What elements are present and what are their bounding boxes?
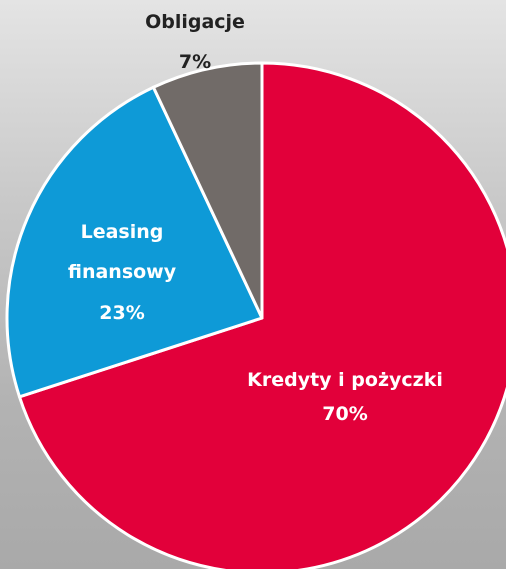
slice-label: Obligacje <box>135 2 255 42</box>
value-label: 7% <box>179 42 211 82</box>
slice-label: Leasing finansowy <box>52 212 192 292</box>
value-label: 23% <box>99 293 144 333</box>
value-label: 70% <box>322 394 367 434</box>
page: (() => { const data = JSON.parse(documen… <box>0 0 506 569</box>
